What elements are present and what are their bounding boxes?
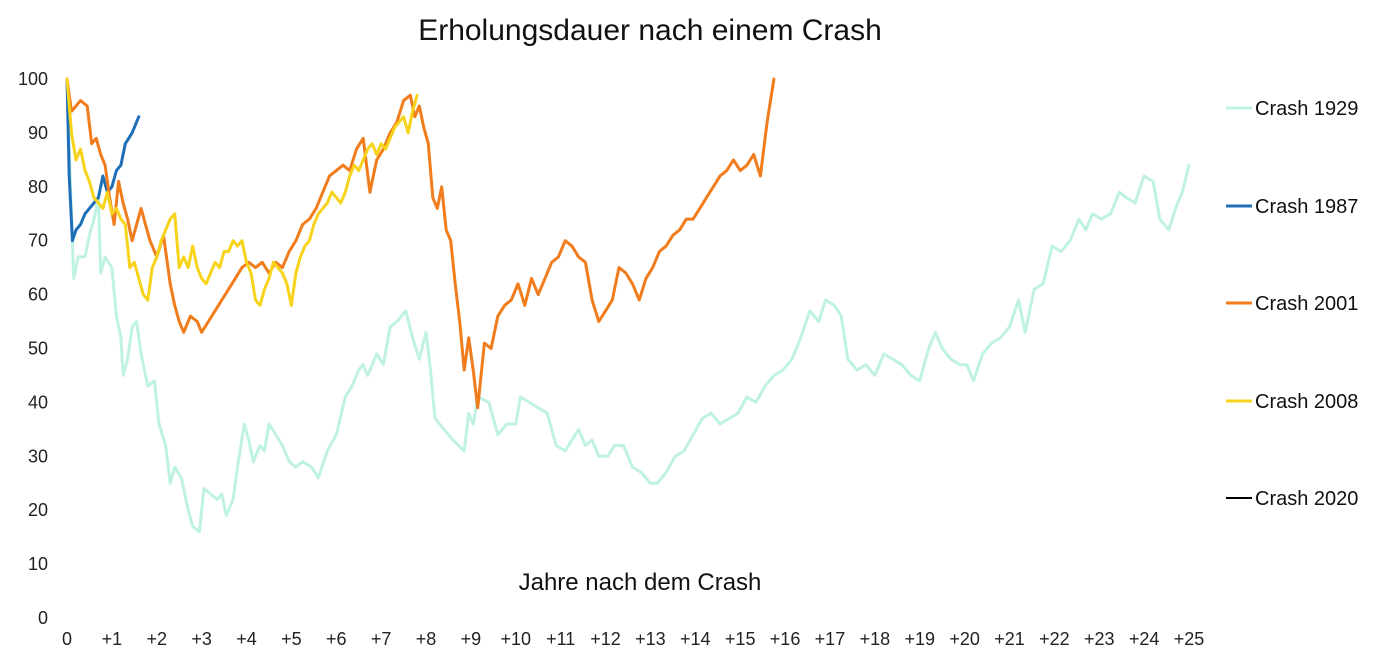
x-tick-label: +10 [501,629,532,649]
x-tick-label: +11 [546,629,575,649]
x-tick-label: +13 [635,629,666,649]
x-tick-label: +9 [461,629,482,649]
series-line-crash-1987 [65,77,141,243]
x-tick-label: +8 [416,629,437,649]
x-tick-label: +12 [590,629,621,649]
x-axis-ticks: 0 +1 +2 +3 +4 +5 +6 +7 +8 +9 +10 +11 +12 +13 +14 +15 +16… [62,629,1204,649]
x-tick-label: +14 [680,629,711,649]
x-tick-label: +7 [371,629,392,649]
y-tick-label: 20 [28,500,48,520]
y-tick-label: 0 [38,608,48,628]
x-axis-label: Jahre nach dem Crash [519,569,762,596]
y-tick-label: 60 [28,285,48,305]
y-tick-label: 70 [28,231,48,251]
x-tick-label: +20 [949,629,980,649]
x-tick-label: 0 [62,629,72,649]
x-tick-label: +15 [725,629,756,649]
x-tick-label: +19 [904,629,935,649]
x-tick-label: +2 [146,629,167,649]
x-tick-label: +21 [994,629,1025,649]
chart-title: Erholungsdauer nach einem Crash [418,14,882,47]
series-line-crash-2008 [65,77,419,307]
x-tick-label: +24 [1129,629,1160,649]
x-tick-label: +18 [860,629,891,649]
x-tick-label: +25 [1174,629,1205,649]
chart-legend: Crash 1929 Crash 1987 Crash 2001 Crash 2008… [1226,98,1358,510]
y-tick-label: 50 [28,339,48,359]
legend-label: Crash 1929 [1255,98,1358,120]
y-tick-label: 30 [28,446,48,466]
y-tick-label: 80 [28,177,48,197]
y-tick-label: 10 [28,554,48,574]
series-lines [65,77,1191,534]
legend-label: Crash 2020 [1255,488,1358,510]
x-tick-label: +16 [770,629,801,649]
y-axis-ticks: 0 10 20 30 40 50 60 70 80 90 100 [18,69,48,628]
legend-label: Crash 2001 [1255,293,1358,315]
y-tick-label: 90 [28,123,48,143]
x-tick-label: +6 [326,629,347,649]
x-tick-label: +3 [191,629,212,649]
y-tick-label: 40 [28,392,48,412]
x-tick-label: +17 [815,629,846,649]
x-tick-label: +1 [102,629,123,649]
x-tick-label: +4 [236,629,257,649]
x-tick-label: +5 [281,629,302,649]
legend-label: Crash 2008 [1255,391,1358,413]
x-tick-label: +23 [1084,629,1115,649]
x-tick-label: +22 [1039,629,1070,649]
series-line-crash-1929 [65,77,1191,534]
legend-label: Crash 1987 [1255,196,1358,218]
y-tick-label: 100 [18,69,48,89]
